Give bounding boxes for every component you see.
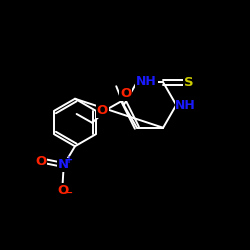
Text: O: O	[35, 155, 46, 168]
Text: O: O	[57, 184, 68, 197]
Text: S: S	[184, 76, 194, 89]
Text: NH: NH	[136, 74, 157, 88]
Text: −: −	[64, 188, 74, 198]
Text: O: O	[120, 87, 131, 100]
Text: O: O	[96, 104, 108, 117]
Text: N: N	[58, 158, 69, 172]
Text: +: +	[65, 155, 73, 165]
Text: NH: NH	[176, 99, 196, 112]
